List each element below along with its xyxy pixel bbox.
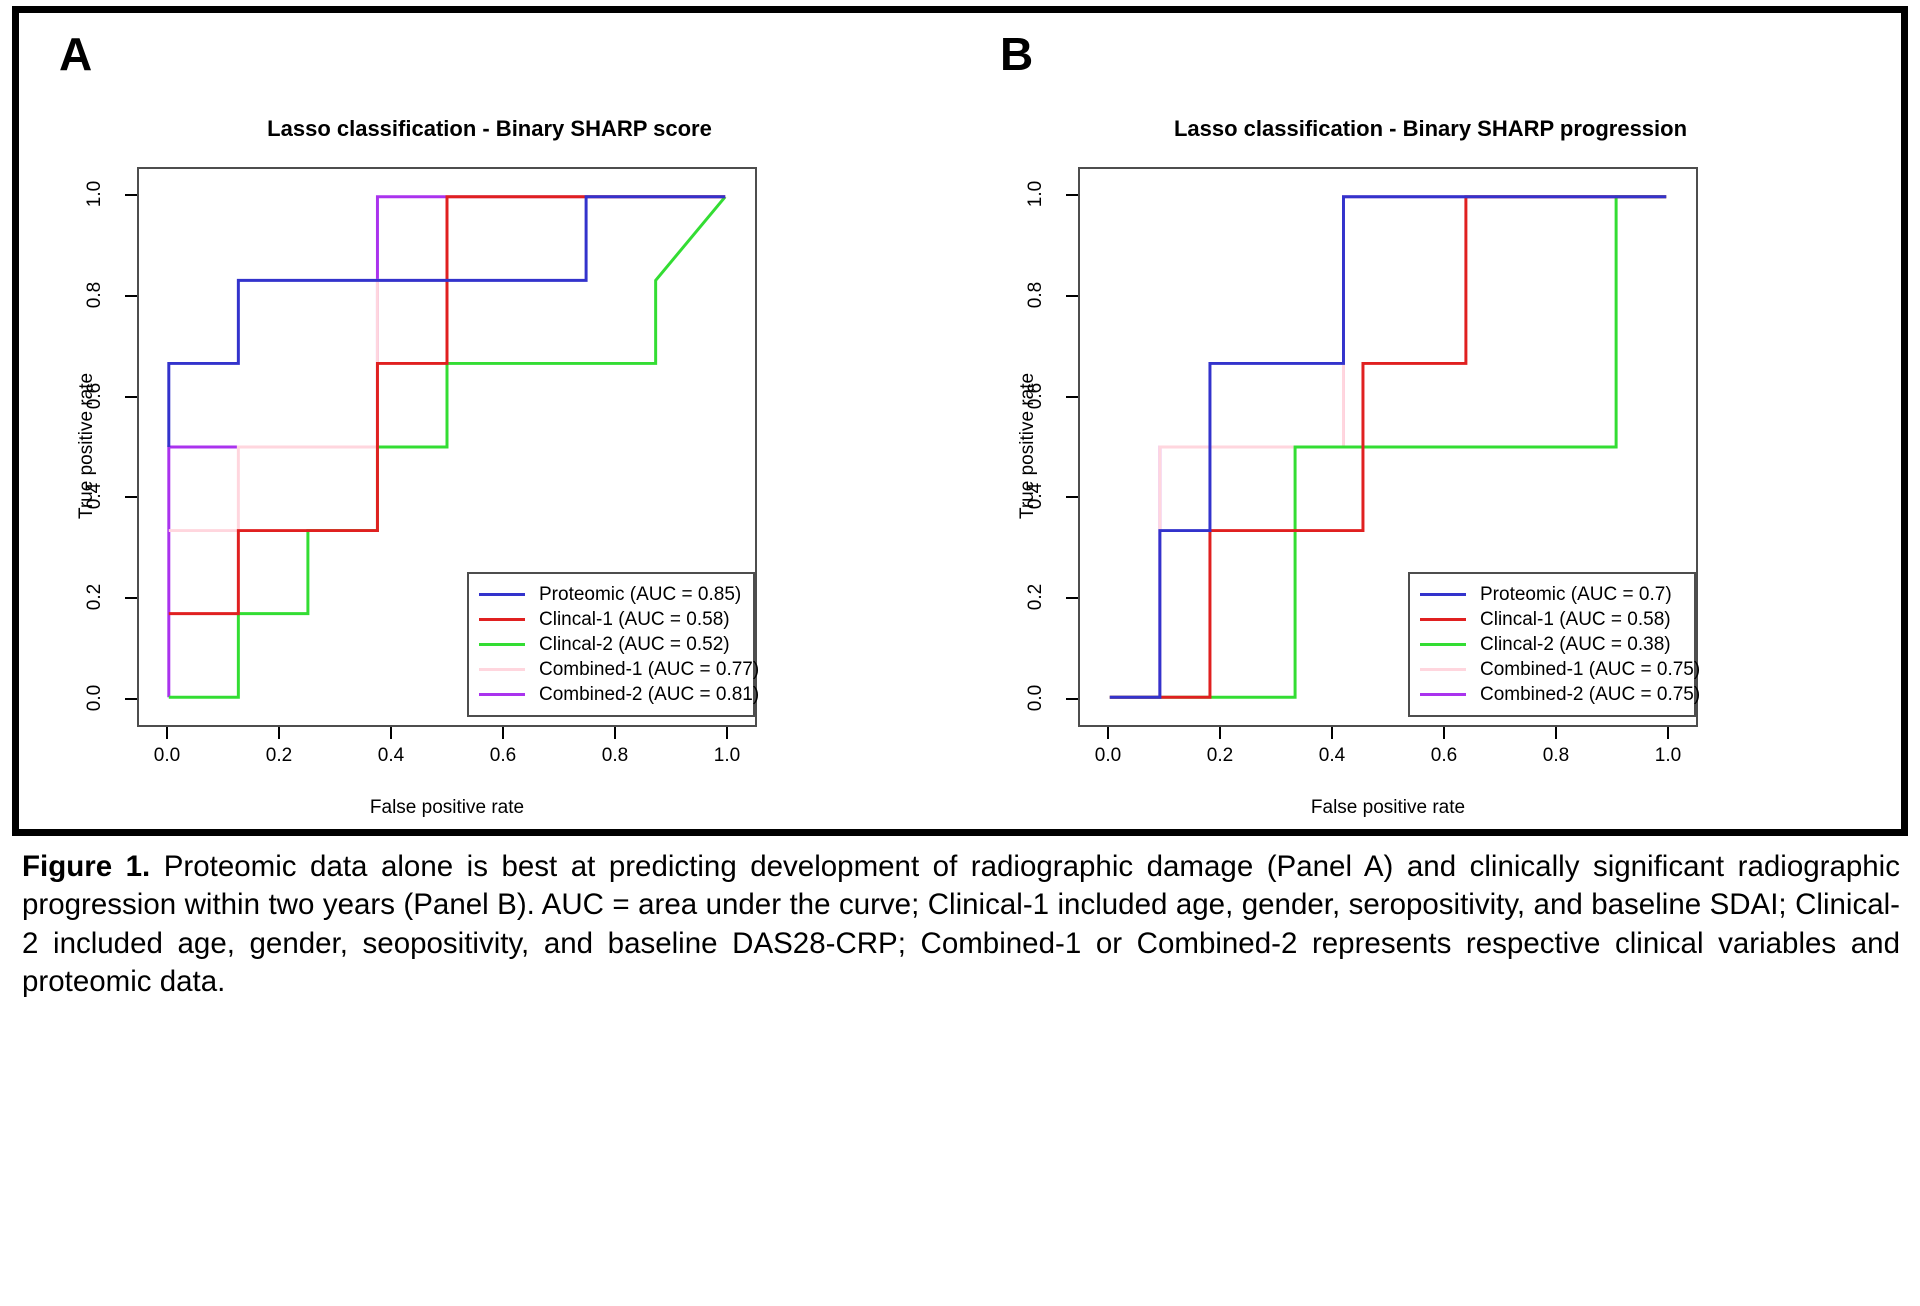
x-tick-mark: [1443, 727, 1445, 739]
x-tick-label: 0.4: [1318, 745, 1346, 766]
panel-b-title: Lasso classification - Binary SHARP prog…: [1173, 116, 1688, 141]
x-tick-mark: [726, 727, 728, 739]
y-tick-label: 0.0: [84, 684, 105, 712]
roc-curve-clincal-1: [1109, 195, 1667, 699]
y-tick-mark: [125, 294, 137, 297]
y-tick-mark: [1066, 194, 1078, 196]
x-tick-mark: [278, 727, 280, 739]
legend-swatch-combined-2: [1420, 693, 1466, 696]
figure-caption: Figure 1. Proteomic data alone is best a…: [22, 848, 1900, 1001]
legend-label: Combined-1 (AUC = 0.77): [539, 658, 760, 680]
y-tick-mark: [1066, 698, 1078, 700]
x-tick-label: 0.8: [1542, 745, 1570, 766]
panel-b-yaxis-title: True positive rate: [1017, 372, 1038, 520]
legend-swatch-combined-2: [479, 693, 525, 696]
x-tick-mark: [1107, 727, 1109, 739]
panel-b-roc-curves: [1109, 195, 1667, 699]
roc-curve-clincal-1: [168, 195, 726, 616]
y-tick-mark: [125, 395, 137, 398]
legend-swatch-combined-1: [479, 668, 525, 671]
x-tick-mark: [614, 727, 616, 739]
legend-swatch-clincal-2: [1420, 643, 1466, 646]
panel-b: B Lasso classification - Binary SHARP pr…: [960, 13, 1901, 829]
legend-label: Combined-2 (AUC = 0.75): [1480, 683, 1701, 705]
x-tick-mark: [1331, 727, 1333, 739]
y-tick-mark: [1066, 496, 1078, 499]
panel-a-yaxis-title: True positive rate: [76, 372, 97, 520]
y-tick-label: 0.2: [1025, 583, 1046, 611]
x-tick-label: 0.6: [489, 745, 517, 766]
caption-label: Figure 1.: [22, 850, 151, 883]
x-tick-mark: [1555, 727, 1557, 739]
legend-item-clincal-2: Clincal-2 (AUC = 0.38): [1420, 632, 1682, 657]
y-tick-mark: [125, 597, 137, 600]
legend-swatch-proteomic: [479, 593, 525, 596]
x-tick-label: 0.2: [265, 745, 293, 766]
legend-label: Clincal-2 (AUC = 0.38): [1480, 633, 1671, 655]
legend-item-proteomic: Proteomic (AUC = 0.85): [479, 582, 741, 607]
panel-a-xaxis-title: False positive rate: [369, 797, 525, 818]
y-tick-label: 0.8: [84, 281, 105, 309]
x-tick-label: 0.4: [377, 745, 405, 766]
caption-body: Proteomic data alone is best at predicti…: [22, 850, 1900, 999]
legend-swatch-proteomic: [1420, 593, 1466, 596]
panel-a-legend: Proteomic (AUC = 0.85) Clincal-1 (AUC = 0…: [467, 572, 759, 717]
y-tick-mark: [1066, 294, 1078, 297]
x-tick-label: 0.6: [1430, 745, 1458, 766]
x-tick-label: 1.0: [1654, 745, 1682, 766]
legend-label: Combined-1 (AUC = 0.75): [1480, 658, 1701, 680]
panel-b-plot-area: [1078, 167, 1698, 727]
panels-frame: A Lasso classification - Binary SHARP sc…: [12, 6, 1908, 836]
y-tick-label: 0.0: [1025, 684, 1046, 712]
panel-a-letter: A: [59, 28, 93, 80]
x-tick-label: 0.2: [1206, 745, 1234, 766]
y-tick-label: 1.0: [84, 180, 105, 208]
panel-b-legend: Proteomic (AUC = 0.7) Clincal-1 (AUC = 0.…: [1408, 572, 1700, 717]
x-tick-label: 0.8: [601, 745, 629, 766]
y-tick-mark: [1066, 395, 1078, 398]
y-tick-mark: [1066, 597, 1078, 600]
x-tick-mark: [1667, 727, 1669, 739]
y-tick-label: 0.2: [84, 583, 105, 611]
y-tick-mark: [125, 698, 137, 700]
legend-item-clincal-1: Clincal-1 (AUC = 0.58): [1420, 607, 1682, 632]
legend-label: Proteomic (AUC = 0.7): [1480, 583, 1672, 605]
x-tick-mark: [502, 727, 504, 739]
panel-a-plot-area: [137, 167, 757, 727]
x-tick-mark: [166, 727, 168, 739]
legend-item-combined-2: Combined-2 (AUC = 0.81): [479, 682, 759, 707]
legend-swatch-clincal-1: [1420, 618, 1466, 621]
legend-label: Clincal-2 (AUC = 0.52): [539, 633, 730, 655]
x-tick-label: 0.0: [153, 745, 181, 766]
roc-curve-proteomic: [167, 195, 726, 447]
legend-label: Clincal-1 (AUC = 0.58): [1480, 608, 1671, 630]
x-tick-label: 0.0: [1094, 745, 1122, 766]
y-tick-label: 0.8: [1025, 281, 1046, 309]
legend-label: Clincal-1 (AUC = 0.58): [539, 608, 730, 630]
panel-a: A Lasso classification - Binary SHARP sc…: [19, 13, 960, 829]
y-tick-mark: [125, 194, 137, 196]
legend-item-combined-1: Combined-1 (AUC = 0.75): [1420, 657, 1700, 682]
x-tick-mark: [390, 727, 392, 739]
x-tick-mark: [1219, 727, 1221, 739]
panel-b-xaxis-title: False positive rate: [1310, 797, 1466, 818]
panel-a-title: Lasso classification - Binary SHARP scor…: [267, 116, 712, 141]
legend-item-proteomic: Proteomic (AUC = 0.7): [1420, 582, 1682, 607]
legend-swatch-clincal-1: [479, 618, 525, 621]
roc-curve-proteomic: [1109, 195, 1667, 699]
panel-b-letter: B: [1000, 28, 1034, 80]
legend-item-clincal-2: Clincal-2 (AUC = 0.52): [479, 632, 741, 657]
legend-swatch-combined-1: [1420, 668, 1466, 671]
panel-a-roc-curves: [167, 195, 727, 699]
legend-label: Proteomic (AUC = 0.85): [539, 583, 742, 605]
legend-label: Combined-2 (AUC = 0.81): [539, 683, 760, 705]
y-tick-label: 1.0: [1025, 180, 1046, 208]
legend-item-clincal-1: Clincal-1 (AUC = 0.58): [479, 607, 741, 632]
y-tick-mark: [125, 496, 137, 499]
legend-swatch-clincal-2: [479, 643, 525, 646]
x-tick-label: 1.0: [713, 745, 741, 766]
legend-item-combined-1: Combined-1 (AUC = 0.77): [479, 657, 759, 682]
legend-item-combined-2: Combined-2 (AUC = 0.75): [1420, 682, 1700, 707]
